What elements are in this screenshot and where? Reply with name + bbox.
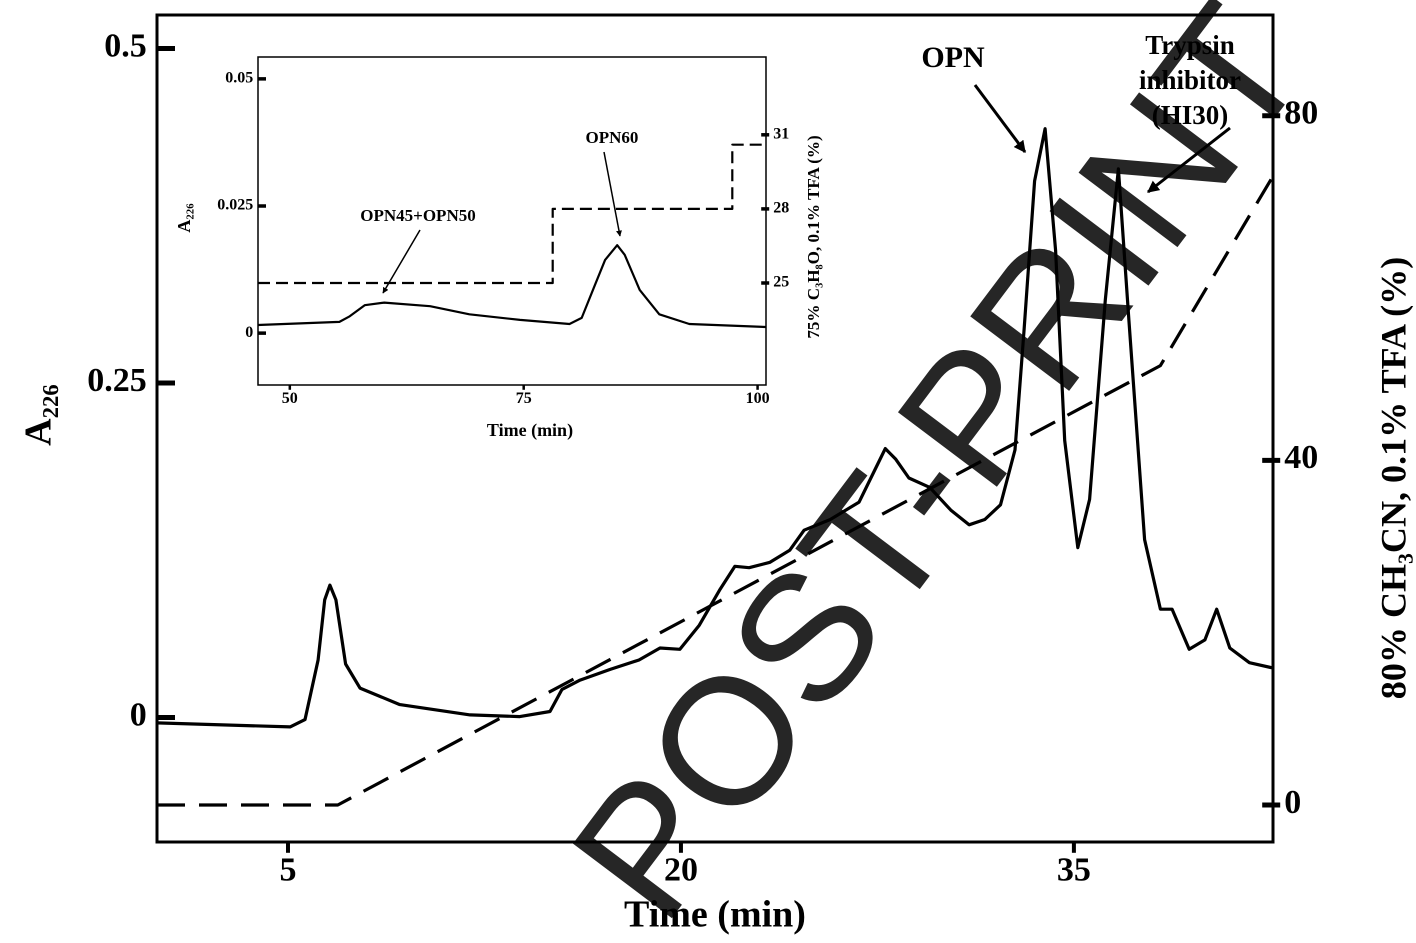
- annotation: OPN: [921, 41, 985, 74]
- x-axis-title: Time (min): [624, 894, 806, 936]
- plot-frame: [257, 56, 767, 386]
- y-tick-label: 0.05: [225, 70, 253, 87]
- annotation-arrow: [603, 151, 622, 237]
- x-tick-label: 75: [516, 390, 532, 407]
- y-tick-label: 0.025: [217, 197, 253, 214]
- annotation-arrow: [1147, 126, 1231, 194]
- y2-tick-label: 40: [1284, 439, 1318, 476]
- annotation-arrow: [973, 84, 1027, 153]
- x-tick-label: 5: [279, 851, 296, 888]
- y2-tick-label: 28: [773, 200, 789, 217]
- annotation: (HI30): [1152, 100, 1229, 130]
- y-tick-label: 0.25: [87, 362, 147, 399]
- annotation: Trypsin: [1145, 30, 1235, 60]
- y2-tick-label: 31: [773, 125, 789, 142]
- absorbance-line: [257, 244, 767, 329]
- y-tick-label: 0: [245, 324, 253, 341]
- y-axis-title: A₂₂₆: [18, 384, 60, 446]
- gradient-line: [157, 175, 1275, 807]
- x-axis-title: Time (min): [487, 420, 573, 441]
- absorbance-line: [156, 127, 1274, 729]
- x-tick-label: 50: [282, 390, 298, 407]
- annotation: OPN45+OPN50: [360, 206, 475, 225]
- x-tick-label: 100: [746, 390, 770, 407]
- y-tick-label: 0: [130, 696, 147, 733]
- y2-axis-title: 75% C₃H₈O, 0.1% TFA (%): [804, 135, 823, 338]
- annotation: inhibitor: [1139, 65, 1241, 95]
- annotation-arrow: [382, 229, 421, 294]
- y2-tick-label: 80: [1284, 95, 1318, 132]
- y2-tick-label: 0: [1284, 784, 1301, 821]
- annotation: OPN60: [586, 128, 639, 147]
- x-tick-label: 35: [1057, 851, 1091, 888]
- x-tick-label: 20: [664, 851, 698, 888]
- y2-axis-title: 80% CH₃CN, 0.1% TFA (%): [1373, 257, 1413, 699]
- y2-tick-label: 25: [773, 274, 789, 291]
- y-axis-title: A₂₂₆: [174, 203, 194, 233]
- y-tick-label: 0.5: [104, 27, 147, 64]
- gradient-line: [258, 143, 766, 285]
